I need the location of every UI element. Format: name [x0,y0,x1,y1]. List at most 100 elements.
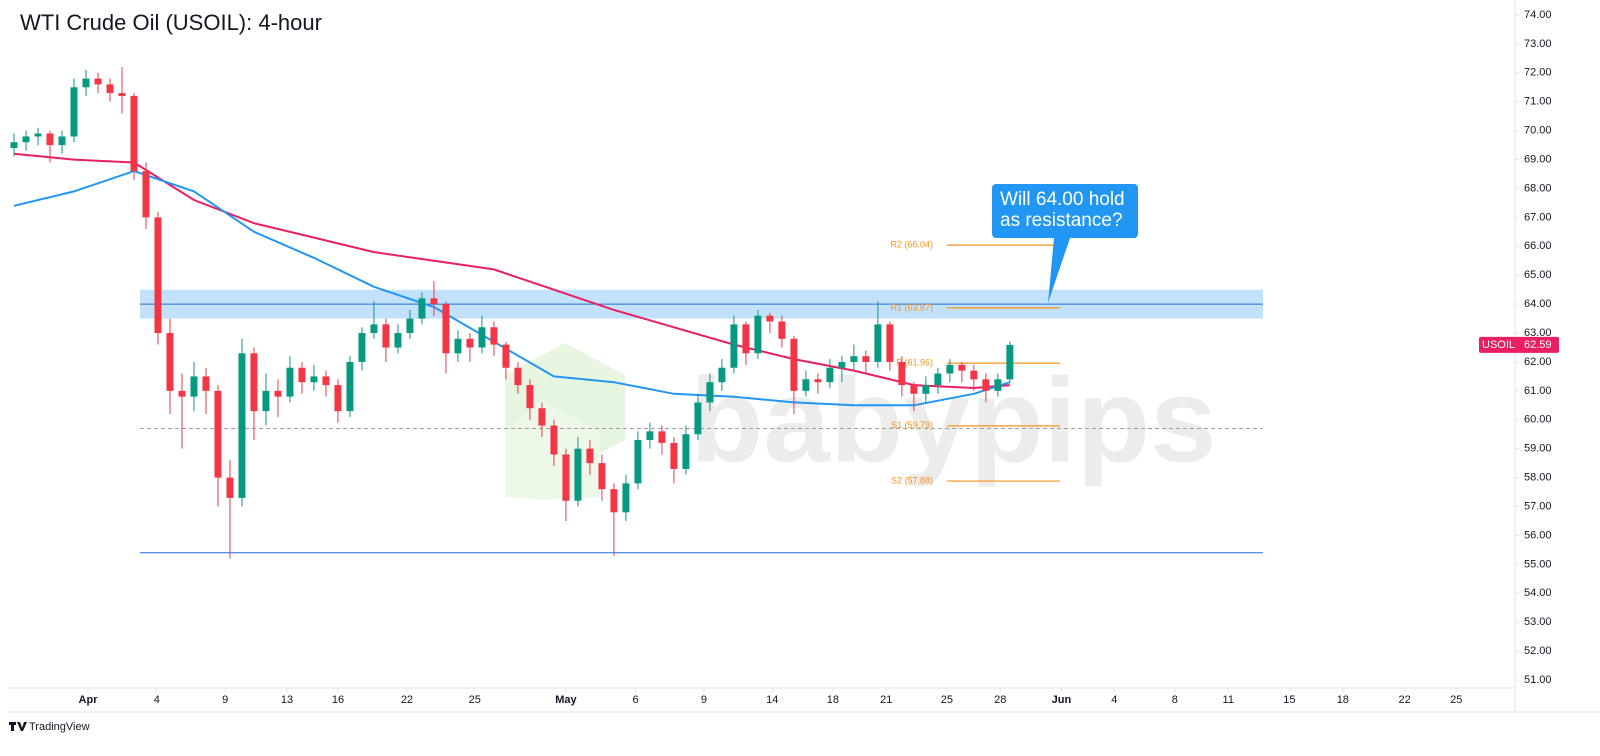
candle-body [970,370,978,380]
y-tick-label: 64.00 [1524,298,1552,310]
candle-body [682,434,690,469]
candle-body [994,379,1002,391]
y-tick-label: 51.00 [1524,674,1552,686]
footer-logo [9,722,27,731]
x-tick-label: 8 [1172,694,1178,706]
candle-body [226,477,234,498]
candle-body [214,390,222,478]
candle-body [238,353,246,498]
candle-body [814,379,822,383]
x-tick-label: 22 [1398,694,1410,706]
x-tick-label: 4 [154,694,160,706]
chart-title: WTI Crude Oil (USOIL): 4-hour [20,10,322,35]
candle-body [46,133,54,146]
x-tick-label: Jun [1052,694,1072,706]
candle-body [394,333,402,348]
candle-body [298,367,306,383]
candle-body [466,338,474,348]
candle-body [886,324,894,362]
y-tick-label: 66.00 [1524,240,1552,252]
callout-text: Will 64.00 hold [1000,189,1125,210]
x-tick-label: 28 [994,694,1006,706]
candle-body [418,298,426,319]
candle-body [1006,344,1014,380]
x-tick-label: 9 [701,694,707,706]
candle-body [514,367,522,386]
y-tick-label: 58.00 [1524,472,1552,484]
candle-body [766,315,774,322]
candle-body [910,385,918,394]
candle-body [478,327,486,348]
candle-body [598,463,606,490]
candle-body [754,315,762,354]
x-tick-label: Apr [79,694,99,706]
candle-body [706,382,714,403]
y-tick-label: 61.00 [1524,385,1552,397]
callout-text: as resistance? [1000,210,1123,231]
x-tick-label: May [555,694,577,706]
candle-body [502,344,510,368]
candle-body [382,324,390,348]
candle-body [946,364,954,374]
candle-body [454,338,462,354]
y-tick-label: 56.00 [1524,529,1552,541]
candle-body [550,425,558,455]
y-tick-label: 62.00 [1524,356,1552,368]
y-tick-label: 71.00 [1524,96,1552,108]
candle-body [190,376,198,397]
candle-body [262,390,270,412]
pivot-label: S1 (59.79) [891,420,933,430]
candle-body [202,376,210,391]
candle-body [730,324,738,368]
y-tick-label: 52.00 [1524,645,1552,657]
x-tick-label: 18 [1337,694,1349,706]
y-tick-label: 59.00 [1524,443,1552,455]
x-tick-label: 14 [766,694,778,706]
moving-average [13,170,1011,407]
x-tick-label: 16 [332,694,344,706]
candle-body [778,321,786,339]
candle-body [790,338,798,391]
candle-body [58,136,66,146]
candle-body [898,361,906,386]
candle-body [622,483,630,513]
price-badge [1479,336,1559,353]
candle-body [82,78,90,88]
y-tick-label: 63.00 [1524,327,1552,339]
pivot-label: P (61.96) [896,357,933,367]
candle-body [526,385,534,409]
candle-body [574,448,582,501]
candle-body [982,379,990,391]
candle-body [178,390,186,397]
x-tick-label: 11 [1223,694,1234,706]
plot: R2 (66.04) R1 (63.87) P (61.96) S1 (59.79) S… [10,67,1263,559]
x-tick-label: 18 [827,694,839,706]
candle-body [106,84,114,94]
y-tick-label: 68.00 [1524,182,1552,194]
candle-body [154,217,162,334]
candle-body [958,364,966,371]
x-tick-label: 9 [222,694,228,706]
candle-body [142,171,150,218]
candle-body [250,353,258,412]
candle-body [430,298,438,305]
candle-body [562,454,570,501]
candle-body [538,408,546,426]
price-badge-symbol: USOIL [1482,339,1515,351]
candle-body [310,376,318,383]
x-tick-label: 22 [401,694,413,706]
pivot-label: R2 (66.04) [890,240,933,250]
y-tick-label: 54.00 [1524,587,1552,599]
price-badge-value: 62.59 [1524,339,1552,351]
x-tick-label: 13 [281,694,293,706]
candle-body [346,361,354,412]
candle-body [118,93,126,96]
y-tick-label: 74.00 [1524,9,1552,21]
candle-body [658,431,666,443]
x-tick-label: 25 [941,694,953,706]
y-tick-label: 65.00 [1524,269,1552,281]
candle-body [934,373,942,386]
candle-body [406,318,414,334]
y-tick-label: 72.00 [1524,67,1552,79]
candle-body [586,448,594,464]
